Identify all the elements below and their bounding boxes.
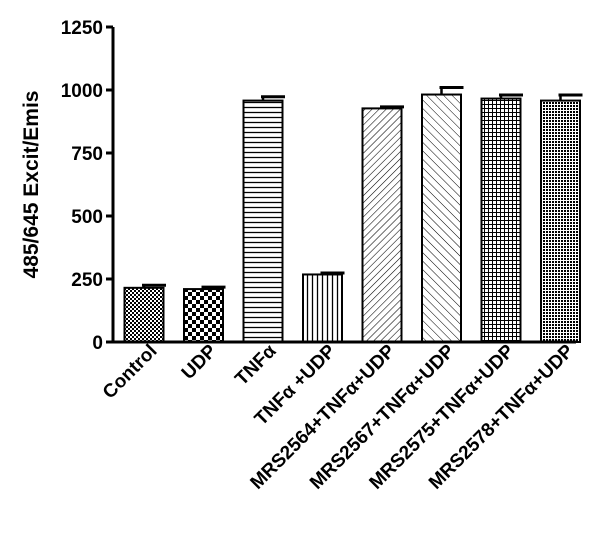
x-tick-label: TNFα	[231, 340, 280, 389]
bar	[183, 288, 224, 343]
bar	[302, 273, 343, 343]
x-tick-label: Control	[99, 341, 162, 404]
y-axis-title: 485/645 Excit/Emis	[20, 91, 43, 279]
x-tick-label: UDP	[178, 340, 221, 383]
y-tick-label: 500	[71, 207, 103, 228]
bars	[123, 85, 583, 344]
bar	[421, 93, 462, 344]
bar	[242, 99, 284, 343]
y-tick-label: 750	[71, 144, 103, 165]
y-ticks: 0 250 500 750 1000 1250	[61, 18, 113, 354]
bar	[480, 97, 522, 344]
bar	[361, 107, 403, 343]
bar	[540, 99, 581, 343]
y-tick-label: 1000	[61, 81, 103, 102]
y-tick-label: 1250	[61, 18, 103, 39]
y-tick-label: 250	[71, 270, 103, 291]
y-tick-label: 0	[92, 333, 103, 354]
bar	[123, 286, 165, 344]
